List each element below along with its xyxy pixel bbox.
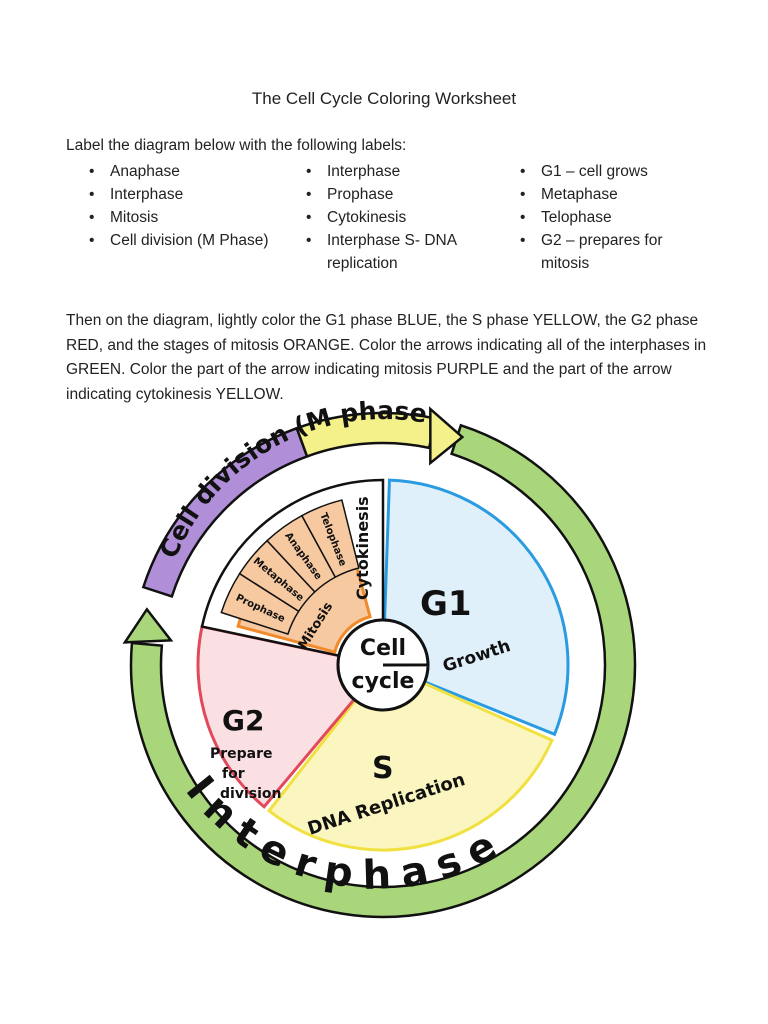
- g2-desc-2: for: [222, 766, 245, 782]
- g1-label: G1: [420, 584, 472, 624]
- label-item: Cell division (M Phase): [86, 229, 276, 252]
- label-item: Prophase: [303, 183, 493, 206]
- label-item: Metaphase: [517, 183, 707, 206]
- center-circle: [336, 618, 430, 712]
- label-item: Mitosis: [86, 206, 276, 229]
- label-list-1: Anaphase Interphase Mitosis Cell divisio…: [86, 160, 276, 252]
- label-item: Interphase: [86, 183, 276, 206]
- mitosis-stage: [300, 499, 360, 579]
- instructions-text: Then on the diagram, lightly color the G…: [66, 312, 707, 403]
- label-item: G1 – cell grows: [517, 160, 707, 183]
- label-item: Cytokinesis: [303, 206, 493, 229]
- center-label-1: Cell: [360, 636, 406, 661]
- label-list-2: Interphase Prophase Cytokinesis Interpha…: [303, 160, 493, 275]
- worksheet-title: The Cell Cycle Coloring Worksheet: [251, 89, 517, 108]
- g2-desc-3: division: [220, 786, 281, 802]
- m-phase-arrow-label: Cell division (M phase): [0, 0, 429, 562]
- g2-desc-1: Prepare: [210, 746, 273, 762]
- center-label-2: cycle: [352, 669, 415, 694]
- s-label: S: [372, 751, 394, 786]
- g2-label: G2: [222, 704, 264, 737]
- interphase-arrowhead: [122, 607, 174, 644]
- label-item: G2 – prepares for mitosis: [517, 229, 707, 275]
- label-item: Interphase: [303, 160, 493, 183]
- cytokinesis-label: Cytokinesis: [353, 496, 372, 600]
- label-list-3: G1 – cell grows Metaphase Telophase G2 –…: [517, 160, 707, 275]
- label-item: Interphase S- DNA replication: [303, 229, 493, 275]
- label-item: Telophase: [517, 206, 707, 229]
- label-item: Anaphase: [86, 160, 276, 183]
- intro-text: Label the diagram below with the followi…: [66, 137, 407, 154]
- cytokinesis-arrowhead: [429, 406, 465, 466]
- interphase-arrow: [129, 423, 637, 919]
